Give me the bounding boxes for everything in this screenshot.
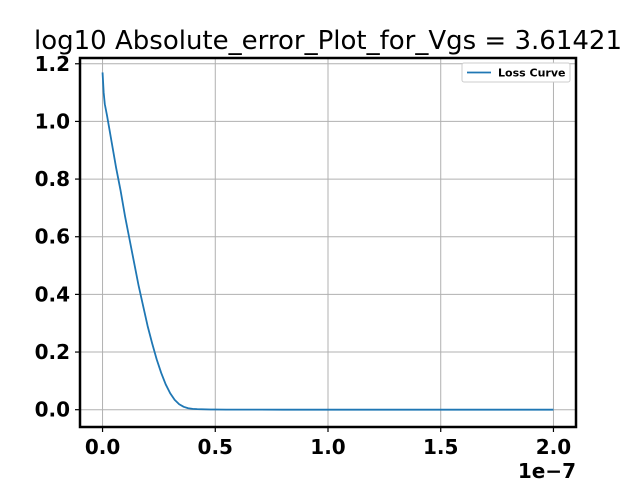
x-tick-label: 2.0	[536, 435, 571, 459]
y-tick-label: 1.2	[35, 52, 70, 76]
x-tick-label: 0.0	[85, 435, 120, 459]
x-axis-offset-label: 1e−7	[518, 459, 576, 480]
x-tick-label: 1.0	[310, 435, 345, 459]
legend-label: Loss Curve	[498, 67, 565, 80]
chart-title: log10 Absolute_error_Plot_for_Vgs = 3.61…	[34, 26, 622, 56]
series-line-loss-curve	[101, 72, 554, 411]
y-tick-label: 0.2	[35, 340, 70, 364]
axis-ticks: 0.0 0.5 1.0 1.5 2.0 0.0 0.2 0.4 0.6 0.8 1.0 1.2	[35, 52, 572, 459]
x-tick-label: 1.5	[423, 435, 458, 459]
y-tick-label: 0.6	[35, 225, 70, 249]
series-layer	[101, 72, 554, 411]
y-tick-label: 0.0	[35, 398, 70, 422]
y-tick-label: 1.0	[35, 109, 70, 133]
y-tick-label: 0.4	[35, 282, 70, 306]
y-tick-label: 0.8	[35, 167, 70, 191]
legend-box	[461, 62, 571, 83]
x-tick-label: 0.5	[198, 435, 233, 459]
grid	[80, 58, 576, 427]
legend: Loss Curve	[461, 62, 571, 83]
plot-frame	[78, 56, 578, 429]
